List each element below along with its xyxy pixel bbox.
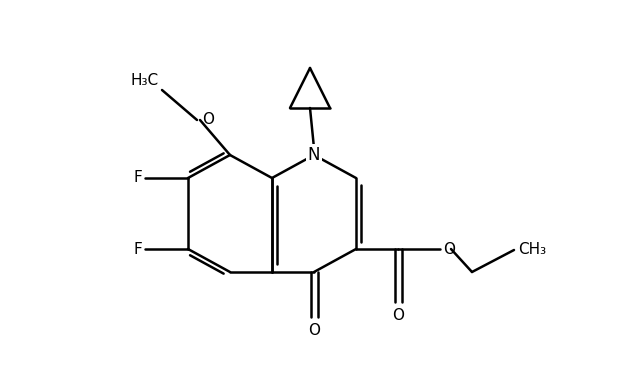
- Text: O: O: [443, 242, 455, 257]
- Text: N: N: [308, 146, 320, 164]
- Text: O: O: [392, 308, 404, 323]
- Text: O: O: [202, 112, 214, 127]
- Text: H₃C: H₃C: [131, 73, 159, 88]
- Text: F: F: [133, 242, 142, 257]
- Text: F: F: [133, 171, 142, 186]
- Text: O: O: [308, 323, 320, 338]
- Text: CH₃: CH₃: [518, 242, 546, 257]
